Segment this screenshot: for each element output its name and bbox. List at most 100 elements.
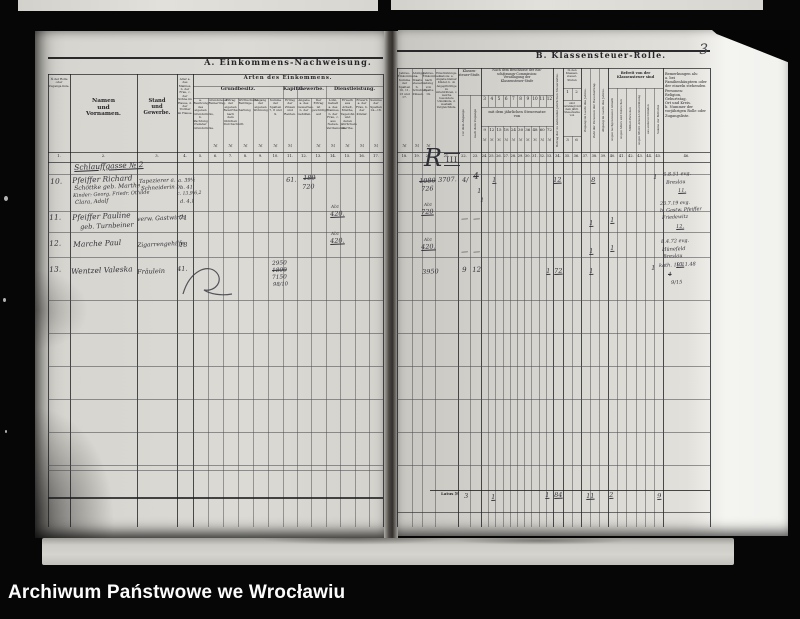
column-number: 42. xyxy=(628,153,634,158)
left-page-title: A. Einkommens-Nachweisung. xyxy=(204,57,372,67)
handwritten-mark: 720 xyxy=(302,182,315,191)
column-number: 10. xyxy=(272,152,279,158)
handwritten-mark: 9 xyxy=(462,265,467,274)
grid-line-v xyxy=(495,95,497,107)
handwritten-mark: 7150 xyxy=(272,274,288,281)
grid-line-h xyxy=(48,152,383,153)
handwritten-mark: 1 xyxy=(589,218,594,227)
rate-value: 6 xyxy=(575,136,578,142)
currency-mark: ℳ xyxy=(504,137,508,142)
currency-mark: ℳ xyxy=(511,137,516,142)
handwritten-mark: 3950 xyxy=(422,267,439,276)
currency-mark: ℳ xyxy=(426,143,431,148)
narrow-column-header-text: Abgang im Laufe des Jahres. xyxy=(600,88,605,132)
handwritten-mark: a. 39½ xyxy=(178,177,196,184)
grid-line-v xyxy=(517,126,518,527)
handwritten-mark: 71 xyxy=(179,213,188,222)
grid-line-h xyxy=(397,432,710,433)
handwritten-mark: b. 41 xyxy=(180,184,193,191)
exempt-column-header: wegen Alters und Gebrechen xyxy=(617,89,626,150)
grid-line-v xyxy=(488,95,489,107)
grid-line-v xyxy=(608,68,610,527)
currency-mark: ℳ xyxy=(258,143,263,148)
column-number: 15. xyxy=(344,152,351,158)
column-header: Summe der Spalten 14—16. xyxy=(370,98,382,113)
handwritten-mark: 420. xyxy=(421,242,436,251)
currency-mark: ℳ xyxy=(525,137,530,142)
handwritten-mark: Abz xyxy=(331,203,340,209)
handwritten-mark: 4/ xyxy=(462,175,469,184)
column-header: Abzüge: a. Staats-steuern, b. Schulden-Z… xyxy=(412,71,428,96)
grid-line-v xyxy=(538,95,540,107)
grade-number: 3 xyxy=(483,95,486,101)
income-group-header: Kapital. xyxy=(283,86,305,92)
grid-line-h xyxy=(397,300,710,301)
handwritten-mark: 4 xyxy=(668,271,672,278)
grid-line-h xyxy=(397,399,710,400)
grid-line-h xyxy=(481,107,553,108)
handwritten-mark: — xyxy=(473,247,481,256)
handwritten-mark: 1800 xyxy=(272,267,288,274)
column-number: 22. xyxy=(461,153,467,158)
handwritten-mark: Abz xyxy=(331,230,340,236)
currency-mark: ℳ xyxy=(345,143,350,148)
grade-number: 12 xyxy=(546,95,553,101)
grid-line-v xyxy=(545,126,547,527)
currency-mark: ℳ xyxy=(359,143,365,148)
column-header: Lohn, Gehalt a. des Mannes, b. der Frau,… xyxy=(326,98,346,130)
column-number: 37. xyxy=(582,153,589,158)
handwritten-mark: 12 xyxy=(472,265,482,274)
film-speck xyxy=(3,298,6,302)
column-header: Jahres-Einkommen. Summe der Spalten 10, … xyxy=(397,71,417,100)
currency-mark: ℳ xyxy=(316,143,321,148)
grid-line-v xyxy=(369,98,370,527)
satz-column-header-text: Betrag der zu zahlenden jährlichen Steue… xyxy=(555,73,560,147)
grade-number: 2 xyxy=(575,88,578,94)
narrow-column-header: Zugang im Laufe des Jahres. xyxy=(581,70,590,150)
column-number: 28. xyxy=(510,153,517,158)
narrow-column-header-text: Zahl der Personen der Haushaltung. xyxy=(591,82,596,138)
column-number: 30. xyxy=(524,153,531,158)
handwritten-mark: 4 xyxy=(473,171,480,182)
column-header: Abgang der eigenen Wohnung. xyxy=(253,98,269,113)
column-header: Summe der Spalten 7, 8 und 9. xyxy=(269,98,282,116)
column-number: 29. xyxy=(517,153,524,158)
handwritten-mark: 420. xyxy=(330,236,345,245)
grid-line-v xyxy=(653,88,655,527)
film-strip-top-right xyxy=(391,0,763,10)
handwritten-mark: 2950 xyxy=(272,260,288,267)
rate-value: 18 xyxy=(503,126,509,132)
grid-line-v xyxy=(283,86,284,527)
column-header: Grundsteuer-Reinertrag. xyxy=(208,98,229,106)
handwritten-mark: c. 13,9,6,2 xyxy=(177,190,202,197)
grid-line-h xyxy=(397,232,710,233)
column-number: 9. xyxy=(258,152,263,158)
grid-line-v xyxy=(223,98,224,527)
narrow-column-header: Zahl der Personen der Haushaltung. xyxy=(590,70,599,150)
currency-mark: ℳ xyxy=(518,137,523,142)
column-number: 32. xyxy=(539,153,546,158)
exempt-column-header-text: aus anderen Gründen xyxy=(646,104,651,135)
grid-line-h xyxy=(48,174,383,175)
currency-mark: ℳ xyxy=(330,143,336,148)
column-number: 26. xyxy=(496,153,502,158)
film-speck xyxy=(4,196,8,201)
column-number: 31. xyxy=(532,153,538,158)
grade-number: 10 xyxy=(532,95,538,101)
column-number: 45. xyxy=(655,153,662,158)
handwritten-mark: 1 xyxy=(545,490,550,499)
grid-line-v xyxy=(531,126,533,527)
column-number: 20. xyxy=(425,153,432,158)
assessment-banner: Nach dem Beschlusse der Ein- schätzungs-… xyxy=(492,68,542,84)
registration-letter: R xyxy=(424,144,443,172)
handwritten-mark: 1 xyxy=(610,215,615,224)
handwritten-mark: 2 xyxy=(609,490,614,499)
rate-value: 15 xyxy=(496,126,502,132)
handwritten-mark: 1 xyxy=(589,246,594,255)
handwritten-mark: 1 xyxy=(651,263,656,272)
column-number: 24. xyxy=(481,153,488,158)
handwritten-mark: 180 xyxy=(303,173,316,182)
grid-line-v xyxy=(502,95,504,107)
handwritten-mark: Abz xyxy=(424,201,433,207)
